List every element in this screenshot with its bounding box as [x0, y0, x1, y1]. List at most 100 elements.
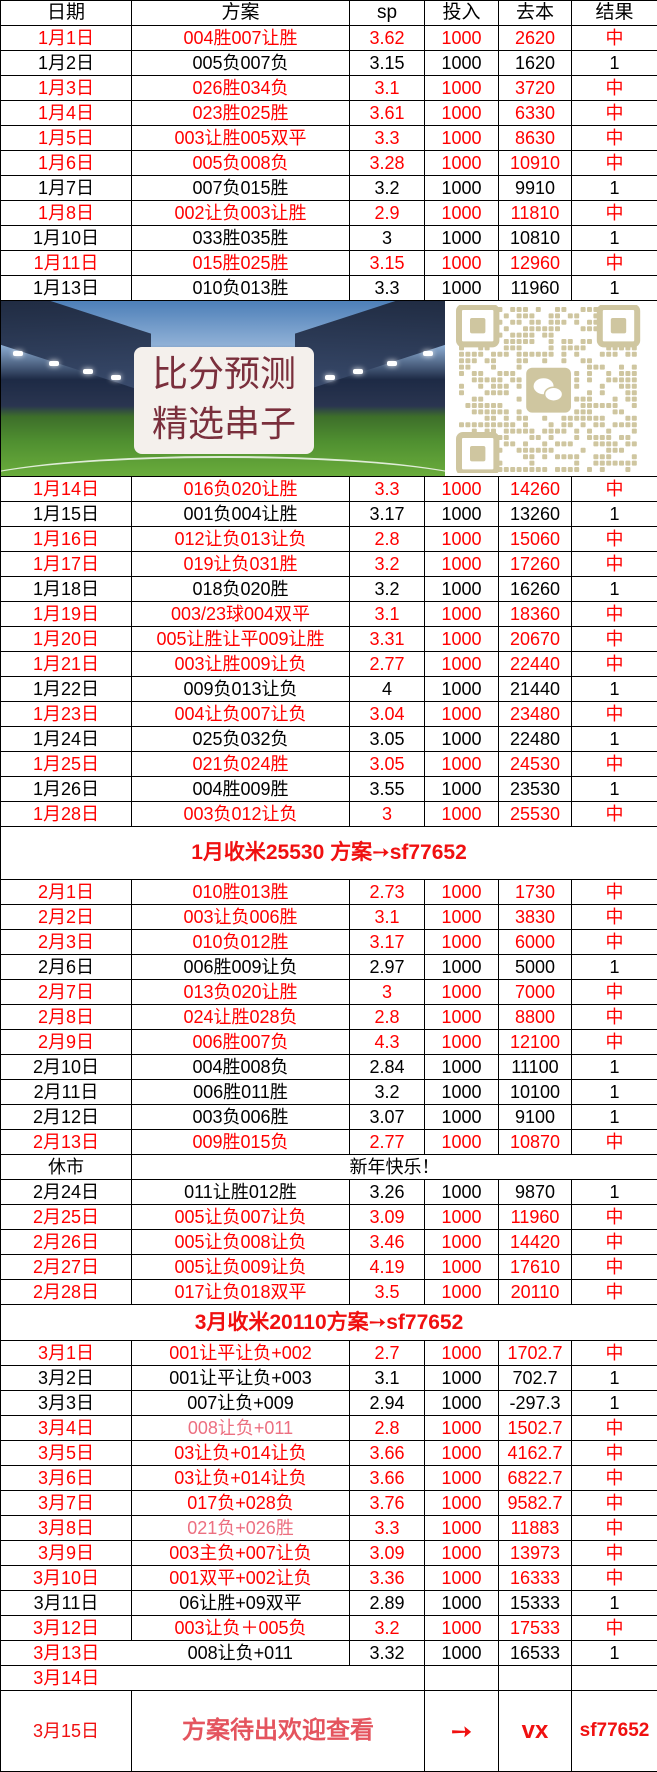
date-cell: 2月25日 — [1, 1205, 132, 1230]
stake-cell: 1000 — [425, 1416, 499, 1441]
qr-module — [632, 377, 637, 382]
plan-cell: 001双平+002让负 — [132, 1566, 350, 1591]
qr-module — [530, 435, 535, 440]
qr-module — [587, 390, 592, 395]
qr-module — [517, 332, 522, 337]
sp-cell: 3 — [350, 226, 425, 251]
result-cell: 1 — [572, 1080, 657, 1105]
plan-cell: 005让胜让平009让胜 — [132, 627, 350, 652]
balance-cell: 9100 — [499, 1105, 572, 1130]
qr-module — [459, 383, 464, 388]
plan-cell: 005让负009让负 — [132, 1255, 350, 1280]
result-cell: 中 — [572, 251, 657, 276]
qr-module — [555, 313, 560, 318]
balance-cell: 15333 — [499, 1591, 572, 1616]
qr-module — [568, 454, 573, 459]
result-cell: 中 — [572, 1616, 657, 1641]
result-cell: 1 — [572, 1641, 657, 1666]
stake-cell: 1000 — [425, 1441, 499, 1466]
qr-module — [517, 428, 522, 433]
qr-module — [606, 435, 611, 440]
qr-module — [555, 307, 560, 312]
result-cell: 中 — [572, 1566, 657, 1591]
sp-cell: 3.09 — [350, 1205, 425, 1230]
plan-cell: 018负020胜 — [132, 577, 350, 602]
qr-module — [542, 454, 547, 459]
balance-cell: 1620 — [499, 51, 572, 76]
qr-module — [466, 358, 471, 363]
qr-module — [574, 371, 579, 376]
result-cell: 1 — [572, 51, 657, 76]
qr-module — [606, 428, 611, 433]
qr-module — [549, 351, 554, 356]
plan-cell: 011让胜012胜 — [132, 1180, 350, 1205]
stake-cell: 1000 — [425, 1366, 499, 1391]
qr-module — [574, 377, 579, 382]
qr-module — [587, 396, 592, 401]
qr-module — [549, 428, 554, 433]
sp-cell: 3.05 — [350, 727, 425, 752]
result-cell: 1 — [572, 1105, 657, 1130]
stake-cell: 1000 — [425, 1130, 499, 1155]
qr-code[interactable] — [445, 301, 657, 476]
qr-module — [555, 428, 560, 433]
qr-module — [574, 345, 579, 350]
qr-module — [568, 422, 573, 427]
date-cell: 2月12日 — [1, 1105, 132, 1130]
qr-module — [574, 460, 579, 465]
result-cell: 中 — [572, 905, 657, 930]
header-result: 结果 — [572, 1, 657, 26]
footer-date: 3月15日 — [1, 1691, 132, 1772]
stake-cell: 1000 — [425, 176, 499, 201]
result-cell: 中 — [572, 930, 657, 955]
qr-module — [485, 358, 490, 363]
sp-cell: 3.26 — [350, 1180, 425, 1205]
qr-module — [594, 415, 599, 420]
qr-module — [613, 409, 618, 414]
footer-vx: vx — [499, 1691, 572, 1772]
qr-module — [632, 364, 637, 369]
result-cell: 中 — [572, 880, 657, 905]
balance-cell: 20670 — [499, 627, 572, 652]
balance-cell: 1502.7 — [499, 1416, 572, 1441]
plan-cell: 010负013胜 — [132, 276, 350, 301]
result-cell: 中 — [572, 477, 657, 502]
mar-summary-row: 3月收米20110方案➙sf77652 — [1, 1305, 657, 1341]
sp-cell: 3.3 — [350, 126, 425, 151]
qr-module — [632, 390, 637, 395]
qr-module — [510, 345, 515, 350]
result-cell: 中 — [572, 1205, 657, 1230]
qr-module — [523, 467, 528, 472]
plan-cell: 010胜013胜 — [132, 880, 350, 905]
qr-module — [555, 441, 560, 446]
stake-cell: 1000 — [425, 1230, 499, 1255]
header-date: 日期 — [1, 1, 132, 26]
balance-cell: 12960 — [499, 251, 572, 276]
plan-cell: 004胜009胜 — [132, 777, 350, 802]
result-cell: 中 — [572, 1541, 657, 1566]
sp-cell: 2.94 — [350, 1391, 425, 1416]
qr-module — [613, 403, 618, 408]
footer-row: 3月15日 方案待出欢迎查看 ➙ vx sf77652 — [1, 1691, 657, 1772]
qr-module — [587, 428, 592, 433]
qr-module — [632, 454, 637, 459]
stake-cell: 1000 — [425, 677, 499, 702]
stake-cell: 1000 — [425, 1591, 499, 1616]
date-cell: 3月12日 — [1, 1616, 132, 1641]
plan-cell: 005让负008让负 — [132, 1230, 350, 1255]
date-cell: 2月11日 — [1, 1080, 132, 1105]
result-cell: 1 — [572, 176, 657, 201]
qr-module — [619, 377, 624, 382]
qr-module — [626, 467, 631, 472]
date-cell: 3月7日 — [1, 1491, 132, 1516]
qr-module — [574, 428, 579, 433]
balance-cell: 20110 — [499, 1280, 572, 1305]
qr-module — [581, 307, 586, 312]
